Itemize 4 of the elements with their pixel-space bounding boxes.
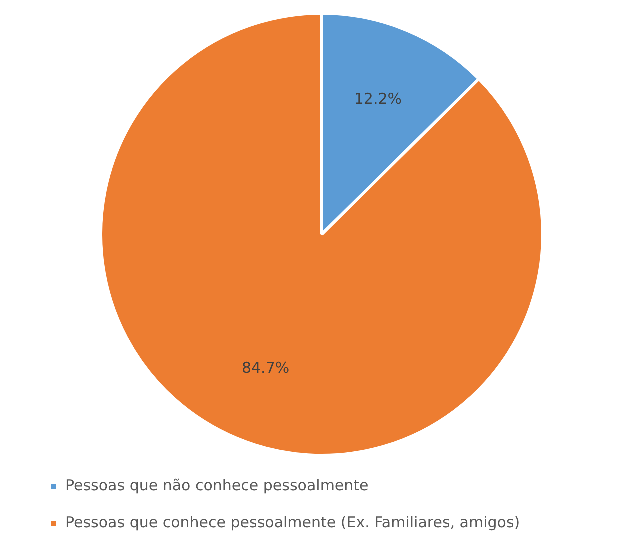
legend-label: Pessoas que não conhece pessoalmente xyxy=(66,476,369,494)
data-label: 12.2% xyxy=(354,90,402,108)
legend-label: Pessoas que conhece pessoalmente (Ex. Familiares, amigos) xyxy=(66,513,520,532)
data-label: 84.7% xyxy=(242,358,290,377)
